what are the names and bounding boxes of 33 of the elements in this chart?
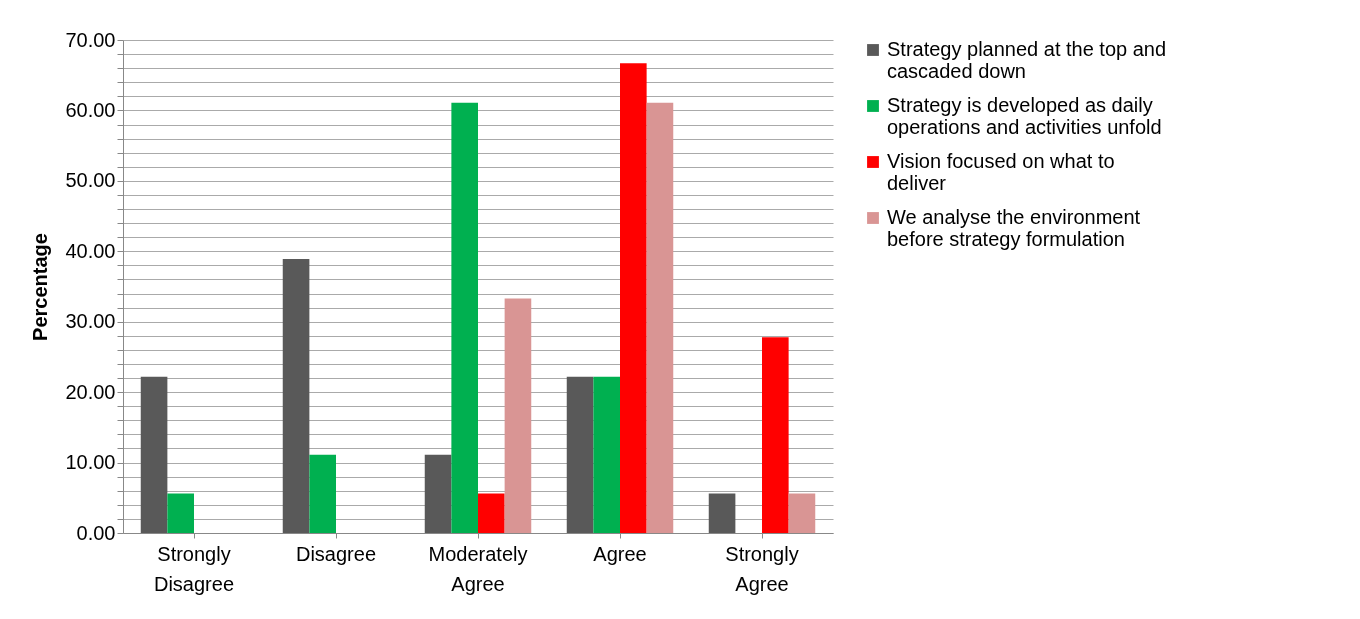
x-tick-label: Strongly Agree [725, 542, 799, 595]
y-tick-label: 50.00 [65, 169, 116, 192]
x-tick-label: Disagree [295, 542, 377, 565]
bar [620, 63, 647, 533]
bar [708, 493, 736, 533]
bar [566, 376, 594, 533]
y-tick-label: 40.00 [65, 239, 116, 262]
legend-label: Strategy is developed as daily operations and activities unfold [887, 94, 1162, 138]
bar [451, 102, 478, 533]
legend-label: We analyse the environment before strategy formulation [887, 206, 1141, 250]
y-tick-label: 0.00 [76, 521, 116, 544]
y-tick-label: 70.00 [65, 28, 116, 51]
y-tick-label: 10.00 [65, 451, 116, 474]
x-tick-label: Agree [593, 542, 647, 565]
bar [282, 259, 310, 533]
bar [646, 102, 674, 533]
bar [762, 337, 789, 533]
bar [140, 376, 168, 533]
bar [424, 454, 452, 533]
legend-label: Strategy planned at the top and cascaded down [887, 38, 1167, 82]
bar [593, 376, 620, 533]
x-tick-label: Moderately Agree [428, 542, 528, 595]
y-axis-title: Percentage [29, 233, 52, 341]
x-tick-label: Strongly Disagree [153, 542, 235, 595]
y-tick-label: 30.00 [65, 310, 116, 333]
y-tick-label: 60.00 [65, 98, 116, 121]
bar [504, 298, 532, 533]
y-tick-label: 20.00 [65, 380, 116, 403]
bar [309, 454, 336, 533]
bar [167, 493, 194, 533]
legend-label: Vision focused on what to deliver [887, 150, 1115, 194]
bar [478, 493, 505, 533]
bar [788, 493, 816, 533]
